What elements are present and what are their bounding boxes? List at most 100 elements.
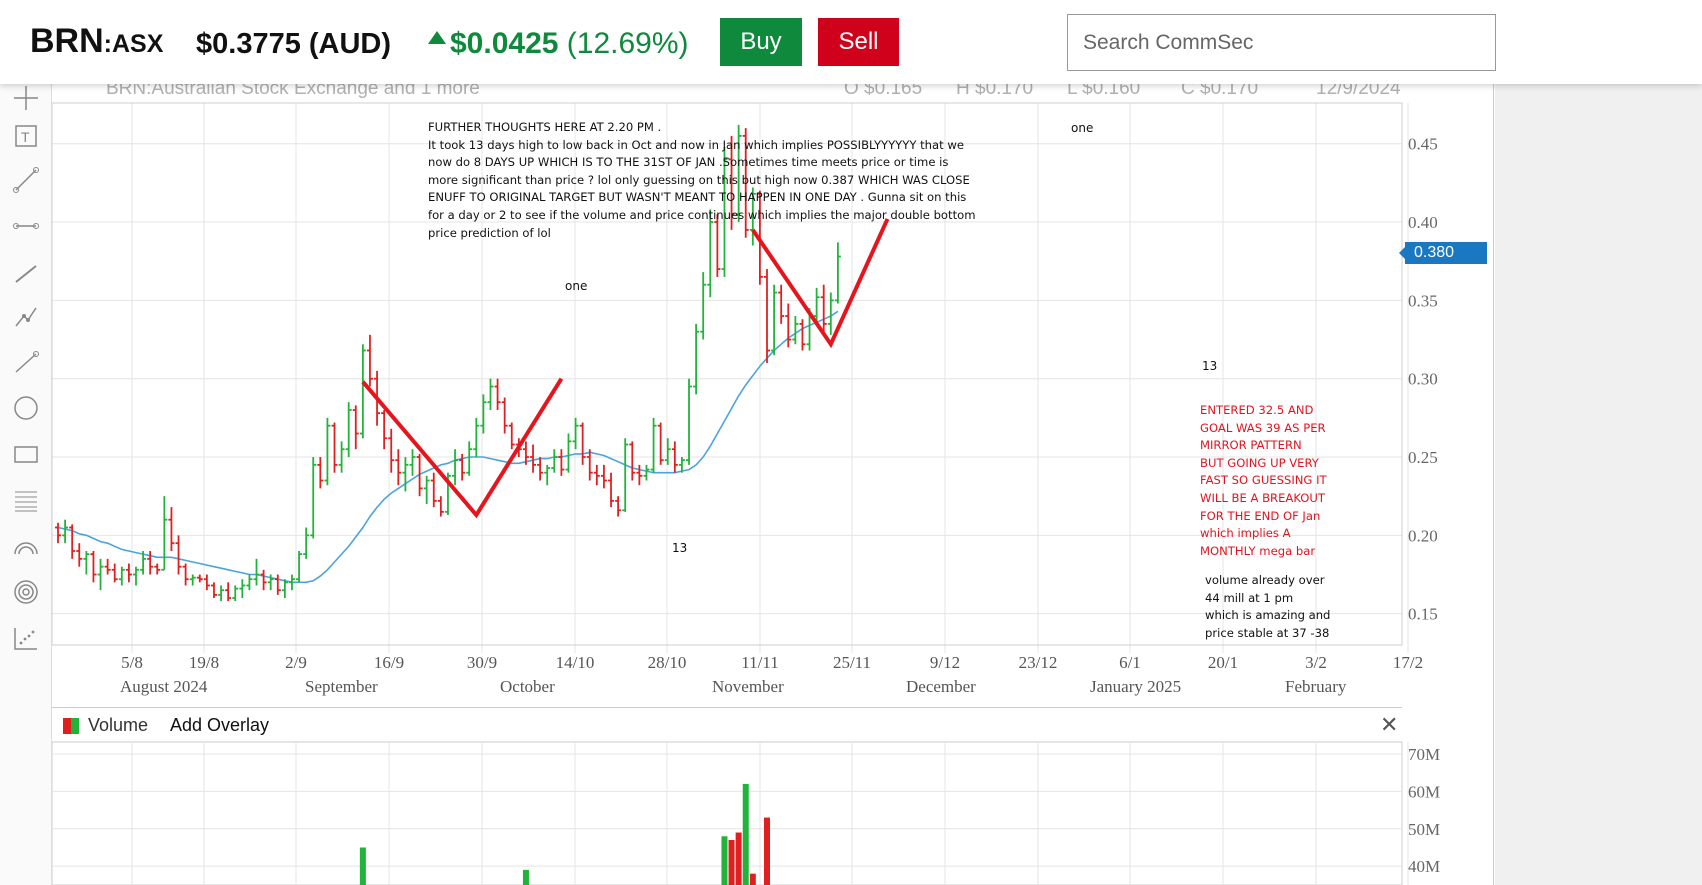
ohlc-bar <box>359 344 366 439</box>
ohlc-bar <box>579 422 586 465</box>
volume-tick-label: 50M <box>1408 820 1440 839</box>
drawn-pattern-left <box>361 377 564 519</box>
ohlc-bar <box>161 496 168 571</box>
volume-plot-border <box>51 741 1403 885</box>
volume-tick-label: 60M <box>1408 782 1440 801</box>
ohlc-bar <box>643 464 650 481</box>
y-tick-label: 0.45 <box>1408 135 1438 154</box>
drawing-toolbar: T <box>0 84 52 885</box>
x-tick-label: 14/10 <box>556 653 595 672</box>
y-tick-label: 0.15 <box>1408 605 1438 624</box>
volume-panel-header: Volume Add Overlay ✕ <box>52 707 1402 742</box>
ohlc-bar <box>764 269 770 364</box>
add-overlay-button[interactable]: Add Overlay <box>170 715 270 735</box>
ohlc-bar <box>381 410 388 450</box>
ohlc-bar <box>657 422 664 465</box>
y-tick-label: 0.30 <box>1408 370 1438 389</box>
ohlc-bar <box>459 453 466 481</box>
x-month-label: November <box>712 677 784 696</box>
chart-panel[interactable] <box>0 84 1494 885</box>
volume-bar <box>764 817 770 885</box>
moving-average-line <box>57 310 839 584</box>
rectangle-tool-icon[interactable] <box>12 440 40 468</box>
sell-button[interactable]: Sell <box>818 18 899 66</box>
ohlc-bar <box>97 558 104 591</box>
one-label-left: one <box>565 279 588 293</box>
volume-swatch-icon <box>63 718 79 734</box>
ohlc-bar <box>260 569 267 591</box>
ohlc-bar <box>572 417 579 450</box>
x-tick-label: 28/10 <box>648 653 687 672</box>
circle-tool-icon[interactable] <box>12 394 40 422</box>
ohlc-bar <box>125 563 132 583</box>
search-input[interactable] <box>1067 14 1496 71</box>
ohlc-bar <box>118 566 125 586</box>
ohlc-bar <box>416 453 423 497</box>
ohlc-bar <box>615 496 622 517</box>
arc-tool-icon[interactable] <box>12 532 40 560</box>
ohlc-bar <box>544 464 551 486</box>
fib-lines-icon[interactable] <box>12 486 40 514</box>
ohlc-bar <box>147 551 154 575</box>
ohlc-bar <box>629 441 636 481</box>
ohlc-bar <box>303 527 310 559</box>
volume-bar <box>749 873 756 885</box>
ohlc-bar <box>700 272 707 340</box>
ohlc-bar <box>693 323 700 395</box>
arrow-tool-icon[interactable] <box>12 348 40 376</box>
ohlc-bar <box>671 441 678 473</box>
ohlc-bar <box>530 444 537 473</box>
ohlc-bar <box>69 524 76 559</box>
exchange-code: :ASX <box>103 30 164 58</box>
ohlc-bar <box>537 457 544 481</box>
text-tool-icon[interactable]: T <box>12 122 40 150</box>
ohlc-bar <box>714 214 721 277</box>
spiral-tool-icon[interactable] <box>12 578 40 606</box>
thirteen-label-right: 13 <box>1202 359 1218 373</box>
last-price: $0.3775 (AUD) <box>196 28 392 60</box>
ohlc-bar <box>501 397 508 434</box>
x-month-label: September <box>305 677 378 696</box>
y-tick-label: 0.25 <box>1408 448 1438 467</box>
polyline-icon[interactable] <box>12 302 40 330</box>
ohlc-bar <box>778 284 785 324</box>
ohlc-bar <box>409 449 416 476</box>
ohlc-bar <box>203 574 210 591</box>
last-price-tag: 0.380 <box>1399 242 1487 264</box>
ohlc-bar <box>834 242 841 304</box>
ohlc-bar <box>296 551 303 583</box>
ohlc-bar <box>678 457 685 473</box>
price-change: $0.0425 (12.69%) <box>428 27 689 61</box>
ohlc-bar <box>189 574 196 586</box>
ticker-code: BRN <box>30 22 104 60</box>
ohlc-bar <box>132 566 139 586</box>
ohlc-bar <box>310 457 317 539</box>
ohlc-bar <box>721 146 728 277</box>
x-month-label: February <box>1285 677 1347 696</box>
x-tick-label: 6/1 <box>1119 653 1141 672</box>
ohlc-bar <box>104 558 111 575</box>
ohlc-bar <box>182 563 189 586</box>
crosshair-icon[interactable] <box>12 84 40 112</box>
x-tick-label: 9/12 <box>930 653 960 672</box>
ohlc-bar <box>154 563 161 575</box>
line-tool-icon[interactable] <box>12 166 40 194</box>
ohlc-bar <box>487 378 494 411</box>
ohlc-bar <box>90 551 97 583</box>
ohlc-bar <box>388 428 395 473</box>
ohlc-bar <box>62 519 69 544</box>
ohlc-bar <box>650 417 657 473</box>
volume-tick-label: 40M <box>1408 857 1440 876</box>
x-tick-label: 11/11 <box>741 653 778 672</box>
measure-tool-icon[interactable] <box>12 212 40 240</box>
ohlc-bar <box>55 522 61 544</box>
buy-button[interactable]: Buy <box>720 18 802 66</box>
ohlc-bar <box>522 441 529 465</box>
ohlc-bar <box>735 124 742 223</box>
trendline-icon[interactable] <box>12 258 40 286</box>
ohlc-bar <box>168 507 175 552</box>
ohlc-bar <box>366 334 373 387</box>
close-icon[interactable]: ✕ <box>1380 712 1399 737</box>
scatter-tool-icon[interactable] <box>12 624 40 652</box>
